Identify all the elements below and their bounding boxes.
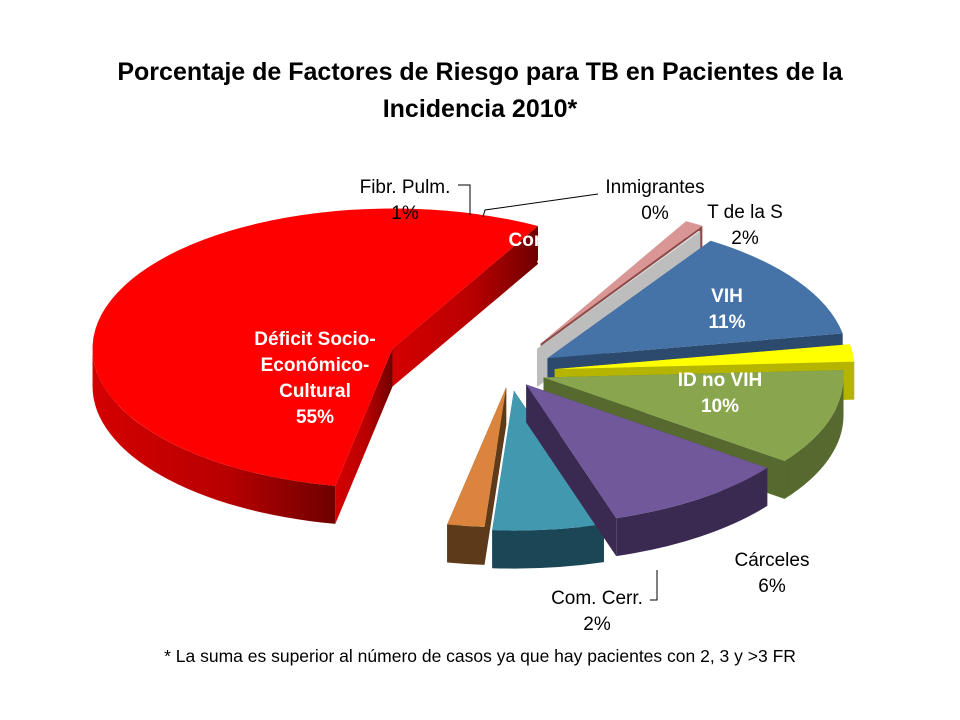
- chart-title: Porcentaje de Factores de Riesgo para TB…: [117, 58, 843, 123]
- pie-slice-com-cerr: [447, 387, 507, 565]
- leader-line: [650, 570, 658, 601]
- data-label-id-no-vih: ID no VIH 10%: [678, 370, 762, 417]
- data-label-fibr-pulm: Fibr. Pulm. 1%: [360, 177, 451, 224]
- data-label-deficit-socio-economico-cultural: Déficit Socio-Económico-Cultural 55%: [254, 329, 375, 428]
- pie-slice-id-no-vih: [526, 384, 768, 557]
- data-label-com-cerr: Com. Cerr. 2%: [551, 588, 643, 635]
- data-label-inmigrantes: Inmigrantes 0%: [605, 177, 704, 224]
- data-label-contactos: Contactos 13%: [509, 230, 602, 277]
- leader-line: [458, 184, 471, 215]
- leader-line: [482, 193, 599, 218]
- data-label-t-de-la-s: T de la S 2%: [707, 202, 783, 249]
- pie-slice-deficit-socio-economico-cultural: [92, 208, 538, 524]
- data-label-carceles: Cárceles 6%: [735, 550, 810, 597]
- footnote: * La suma es superior al número de casos…: [164, 646, 796, 666]
- data-label-vih: VIH 11%: [709, 286, 746, 333]
